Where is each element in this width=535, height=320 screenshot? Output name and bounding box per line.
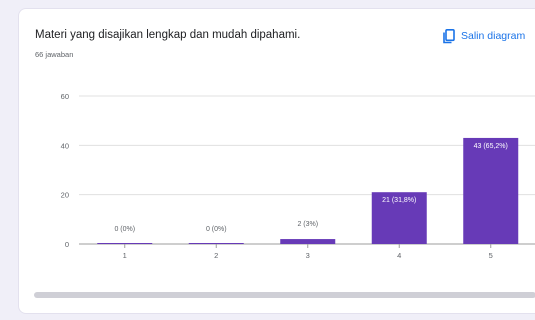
- chart-title: Materi yang disajikan lengkap dan mudah …: [35, 29, 301, 41]
- bar: [188, 243, 244, 244]
- x-tick-label: 2: [214, 251, 218, 260]
- data-label: 2 (3%): [297, 221, 318, 228]
- x-tick-label: 1: [123, 251, 127, 260]
- copy-chart-button[interactable]: Salin diagram: [443, 25, 535, 47]
- chart-card: Materi yang disajikan lengkap dan mudah …: [18, 8, 535, 314]
- y-tick-label: 20: [61, 191, 69, 200]
- scrollbar-thumb[interactable]: [34, 292, 535, 298]
- data-label: 0 (0%): [206, 226, 227, 233]
- bar: [463, 137, 519, 244]
- x-tick-label: 4: [397, 251, 401, 260]
- horizontal-scrollbar[interactable]: [34, 292, 535, 298]
- x-tick-label: 3: [306, 251, 310, 260]
- y-tick-label: 0: [65, 240, 69, 249]
- bar: [97, 243, 153, 244]
- response-count: 66 jawaban: [35, 50, 74, 59]
- bar: [371, 192, 427, 244]
- y-tick-label: 60: [61, 92, 69, 101]
- x-tick-label: 5: [489, 251, 493, 260]
- copy-icon: [443, 28, 455, 44]
- y-tick-label: 40: [61, 141, 69, 150]
- data-label: 0 (0%): [114, 226, 135, 233]
- bar: [280, 239, 336, 244]
- data-label: 43 (65,2%): [474, 143, 508, 150]
- copy-chart-label: Salin diagram: [461, 30, 526, 42]
- data-label: 21 (31,8%): [382, 197, 416, 204]
- bar-chart: 0 20 40 60 0 (0%) 1 0 (0%) 2 2 (3%) 3 21 (31,8%) 4 4…: [61, 92, 535, 260]
